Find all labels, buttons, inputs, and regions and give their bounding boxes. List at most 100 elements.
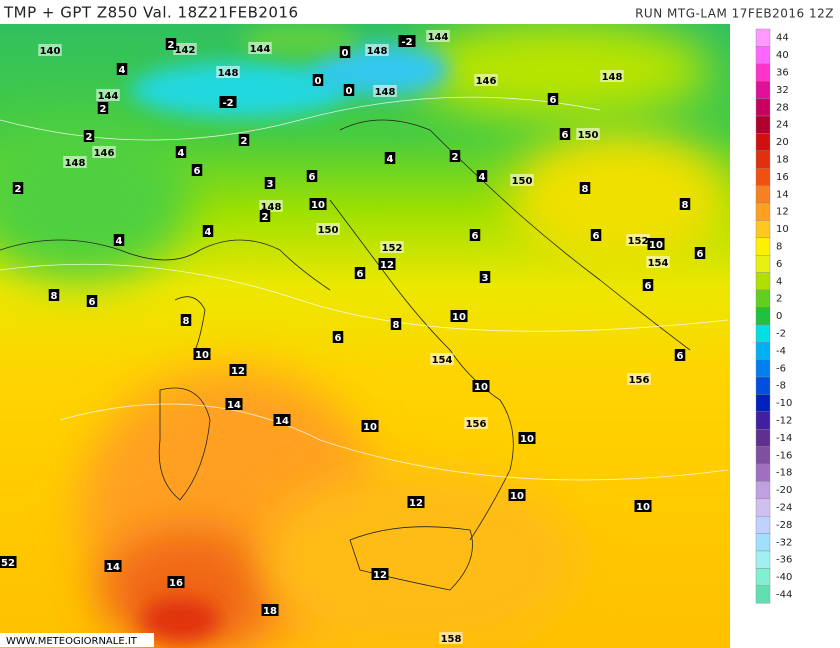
contour-label: 10: [474, 382, 488, 393]
colorbar-tick-label: -32: [776, 537, 792, 548]
contour-label: 8: [682, 200, 689, 211]
contour-label: 4: [205, 227, 212, 238]
colorbar: 44403632282420181614121086420-2-4-6-8-10…: [755, 28, 792, 604]
colorbar-swatch: [755, 481, 771, 499]
contour-label: 2: [15, 184, 22, 195]
label-box: [216, 66, 240, 78]
colorbar-tick-label: -40: [776, 572, 792, 583]
label-box: [694, 247, 706, 259]
label-box: [83, 130, 95, 142]
label-box: [449, 150, 461, 162]
label-box: [384, 152, 396, 164]
label-box: [354, 267, 366, 279]
colorbar-tick-label: 0: [776, 311, 782, 322]
colorbar-tick-label: 40: [776, 50, 789, 61]
contour-label: 6: [697, 249, 704, 260]
label-box: [104, 560, 122, 572]
label-box: [600, 70, 624, 82]
colorbar-swatch: [755, 28, 771, 47]
label-box: [225, 398, 243, 410]
contour-label: 144: [428, 32, 449, 43]
colorbar-tick-label: 18: [776, 155, 789, 166]
contour-label: 2: [86, 132, 93, 143]
colorbar-swatch: [755, 202, 771, 221]
colorbar-tick-label: -8: [776, 381, 786, 392]
label-box: [378, 258, 396, 270]
contour-label: 6: [335, 333, 342, 344]
label-box: [674, 349, 686, 361]
colorbar-swatch: [755, 446, 771, 465]
map-background: [0, 24, 730, 648]
colorbar-swatch: [755, 133, 771, 151]
label-box: [86, 295, 98, 307]
contour-label: 6: [472, 231, 479, 242]
label-box: [590, 229, 602, 241]
label-box: [63, 156, 87, 168]
label-box: [559, 128, 571, 140]
label-box: [259, 200, 283, 212]
colorbar-swatch: [755, 237, 771, 256]
colorbar-swatch: [755, 167, 771, 186]
label-box: [96, 89, 120, 101]
contour-label: 156: [466, 419, 487, 430]
contour-label: 4: [116, 236, 123, 247]
colorbar-tick-label: 20: [776, 137, 789, 148]
colorbar-tick-label: 4: [776, 276, 782, 287]
colorbar-swatch: [755, 376, 771, 395]
colorbar-swatch: [755, 516, 771, 534]
label-box: [264, 177, 276, 189]
label-box: [167, 576, 185, 588]
label-box: [430, 353, 454, 365]
label-box: [450, 310, 468, 322]
colorbar-tick-label: -18: [776, 468, 792, 479]
contour-label: 14: [106, 562, 120, 573]
coastlines: [0, 119, 691, 591]
contour-label: 6: [309, 172, 316, 183]
label-box: [407, 496, 425, 508]
contour-label: 6: [194, 166, 201, 177]
label-box: [380, 241, 404, 253]
label-box: [472, 380, 490, 392]
contour-label: 10: [636, 502, 650, 513]
contour-label: 18: [263, 606, 277, 617]
contour-label: 10: [363, 422, 377, 433]
contour-label: 158: [441, 634, 462, 645]
contour-label: -2: [222, 98, 233, 109]
contour-label: 146: [94, 148, 115, 159]
colorbar-swatch: [755, 411, 771, 430]
contour-label: 4: [479, 172, 486, 183]
contour-label: 52: [1, 558, 15, 569]
label-box: [373, 85, 397, 97]
contour-label: 150: [512, 176, 533, 187]
watermark: WWW.METEOGIORNALE.IT: [6, 636, 138, 647]
label-box: [229, 364, 247, 376]
colorbar-swatch: [755, 289, 771, 308]
label-box: [510, 174, 534, 186]
colorbar-tick-label: -12: [776, 416, 792, 427]
label-box: [576, 128, 600, 140]
label-box: [309, 198, 327, 210]
contour-label: 6: [593, 231, 600, 242]
colorbar-tick-label: -10: [776, 398, 792, 409]
label-box: [238, 134, 250, 146]
colorbar-tick-label: 12: [776, 207, 789, 218]
contour-label: 148: [367, 46, 388, 57]
label-box: [479, 271, 491, 283]
contour-label: 4: [178, 148, 185, 159]
colorbar-tick-label: 28: [776, 102, 789, 113]
colorbar-swatch: [755, 63, 771, 82]
contour-label: 2: [168, 40, 175, 51]
colorbar-tick-label: 10: [776, 224, 789, 235]
contour-label: 148: [261, 202, 282, 213]
contour-label: 156: [629, 375, 650, 386]
label-box: [679, 198, 691, 210]
label-box: [312, 74, 324, 86]
colorbar-tick-label: -28: [776, 520, 792, 531]
contour-label: 12: [409, 498, 423, 509]
contour-label: 6: [562, 130, 569, 141]
label-box: [626, 234, 650, 246]
label-box: [371, 568, 389, 580]
label-box: [316, 223, 340, 235]
label-box: [248, 42, 272, 54]
